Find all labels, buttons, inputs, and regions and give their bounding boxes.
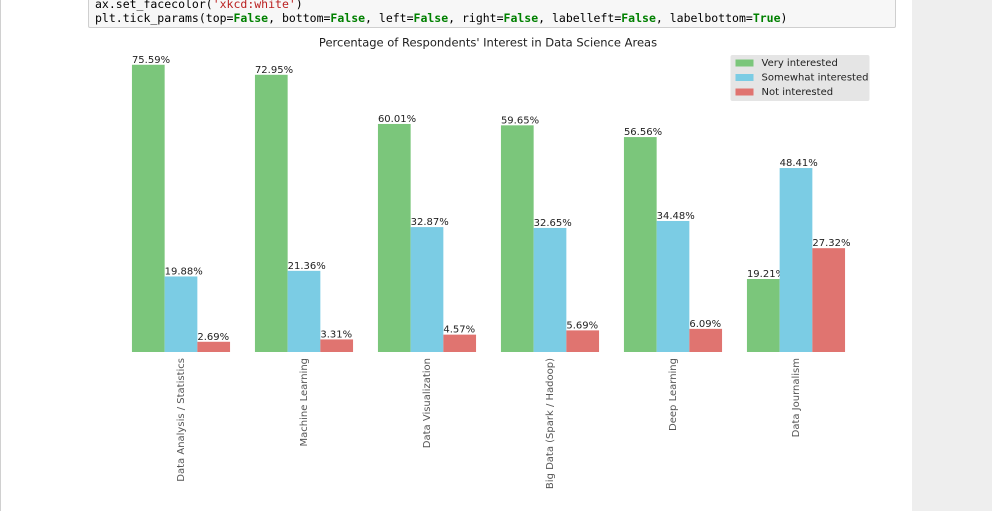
- bar: [500, 125, 534, 352]
- chart: Percentage of Respondents' Interest in D…: [131, 36, 870, 489]
- bar: [197, 341, 231, 352]
- value-label: 34.48%: [657, 211, 695, 222]
- x-tick-label: Data Visualization: [422, 358, 433, 448]
- value-label: 5.69%: [566, 320, 598, 331]
- bar: [533, 227, 567, 352]
- code-line: ax.set_facecolor('xkcd:white'): [95, 0, 303, 11]
- legend-label: Not interested: [762, 87, 834, 98]
- x-tick-label: Data Analysis / Statistics: [176, 358, 187, 482]
- bar: [812, 248, 846, 352]
- x-tick-label: Deep Learning: [668, 358, 679, 431]
- x-tick-label: Big Data (Spark / Hadoop): [545, 358, 556, 489]
- bar: [566, 330, 600, 352]
- value-label: 56.56%: [624, 127, 662, 138]
- value-label: 6.09%: [689, 319, 721, 330]
- value-label: 32.65%: [534, 218, 572, 229]
- value-label: 48.41%: [780, 158, 818, 169]
- code-cell: ax.set_facecolor('xkcd:white') plt.tick_…: [88, 0, 896, 28]
- value-label: 75.59%: [132, 55, 170, 66]
- bar: [623, 137, 657, 352]
- x-tick-label: Data Journalism: [791, 358, 802, 437]
- value-label: 60.01%: [378, 114, 416, 125]
- value-label: 2.69%: [197, 332, 229, 343]
- legend-swatch: [735, 74, 754, 81]
- value-label: 32.87%: [411, 217, 449, 228]
- legend-swatch: [735, 59, 754, 67]
- bar: [320, 339, 354, 352]
- value-label: 59.65%: [501, 115, 539, 126]
- value-label: 4.57%: [443, 325, 475, 336]
- bar: [410, 227, 444, 352]
- bar: [287, 270, 321, 352]
- bar: [689, 328, 723, 352]
- legend-box: [730, 55, 870, 101]
- x-tick-label: Machine Learning: [299, 358, 310, 446]
- chart-title: Percentage of Respondents' Interest in D…: [319, 36, 657, 50]
- value-label: 3.31%: [320, 329, 352, 340]
- bar: [131, 64, 165, 353]
- value-label: 19.88%: [165, 266, 203, 277]
- bar: [164, 276, 198, 352]
- legend-swatch: [735, 88, 754, 96]
- value-label: 27.32%: [812, 238, 850, 249]
- bar: [443, 334, 477, 352]
- legend-label: Somewhat interested: [762, 73, 869, 84]
- border: [0, 0, 1, 511]
- value-label: 19.21%: [747, 269, 785, 280]
- bar: [377, 123, 411, 352]
- bar: [779, 168, 813, 352]
- bar: [746, 279, 780, 352]
- value-label: 21.36%: [288, 261, 326, 272]
- code-line: plt.tick_params(top=False, bottom=False,…: [95, 11, 788, 25]
- gutter: [912, 0, 992, 511]
- bar: [254, 74, 288, 352]
- bar: [656, 220, 690, 352]
- value-label: 72.95%: [255, 65, 293, 76]
- legend-label: Very interested: [762, 58, 838, 69]
